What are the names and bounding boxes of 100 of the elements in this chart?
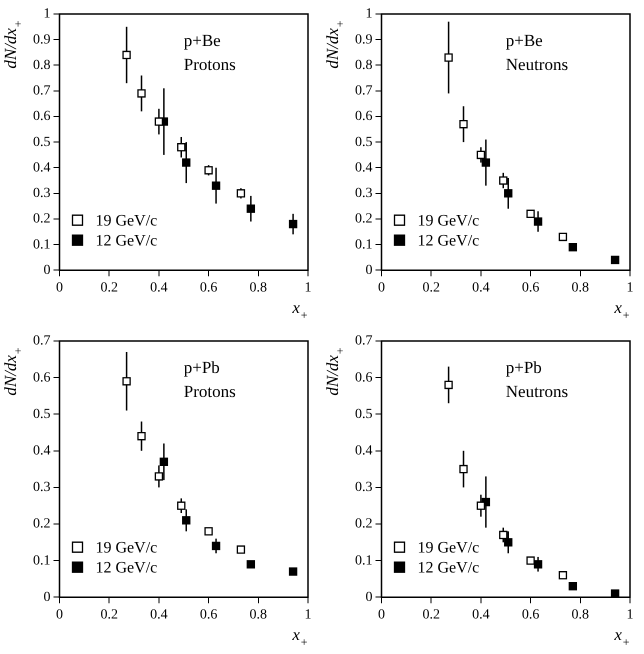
point — [499, 530, 508, 540]
y-tick-label: 0.8 — [33, 58, 50, 73]
y-axis-title: dN/dx+ — [1, 346, 25, 396]
y-tick-label: 0.3 — [33, 480, 50, 496]
annotation: Neutrons — [506, 55, 568, 74]
y-tick-label: 0 — [366, 262, 372, 278]
y-tick-label: 0.4 — [355, 160, 372, 176]
point — [444, 380, 453, 390]
y-axis-title: dN/dx+ — [323, 20, 347, 69]
annotation: p+Be — [506, 31, 543, 50]
y-tick-label: 0.6 — [355, 370, 372, 386]
point — [182, 158, 190, 167]
annotation: Protons — [184, 55, 236, 74]
point — [534, 560, 542, 568]
y-tick-label: 0.6 — [355, 109, 372, 124]
point — [476, 502, 486, 510]
x-tick-label: 0 — [378, 607, 385, 622]
x-axis-title: x+ — [613, 625, 630, 649]
legend-label: 12 GeV/c — [96, 559, 158, 576]
point — [122, 377, 131, 386]
legend-label: 12 GeV/c — [418, 232, 480, 250]
y-tick-label: 0.7 — [355, 84, 372, 99]
point — [526, 556, 535, 565]
point — [246, 204, 256, 213]
y-tick-label: 0.4 — [355, 443, 372, 458]
y-tick-label: 0.7 — [355, 334, 372, 349]
x-tick-label: 0 — [56, 280, 63, 296]
annotation: Protons — [184, 382, 236, 401]
y-tick-label: 0.1 — [355, 237, 372, 252]
annotation: p+Pb — [506, 358, 542, 377]
y-tick-label: 0.7 — [33, 334, 50, 349]
x-tick-label: 0.6 — [200, 607, 218, 622]
x-tick-label: 0.8 — [572, 607, 590, 622]
x-tick-label: 0.2 — [422, 607, 440, 622]
y-tick-label: 0 — [44, 262, 50, 278]
x-tick-label: 0.4 — [472, 280, 490, 296]
y-tick-label: 0.7 — [33, 84, 50, 99]
x-axis-title: x+ — [291, 625, 308, 649]
point — [482, 158, 490, 167]
y-tick-label: 1 — [366, 6, 372, 22]
point — [558, 232, 568, 242]
x-tick-label: 0.8 — [250, 280, 268, 296]
point — [177, 502, 186, 510]
legend-label: 19 GeV/c — [96, 212, 158, 230]
x-tick-label: 0 — [378, 280, 385, 296]
y-tick-label: 0.2 — [355, 516, 372, 532]
point — [504, 189, 512, 198]
point — [558, 571, 568, 580]
point — [610, 589, 620, 598]
legend-label: 19 GeV/c — [96, 539, 158, 556]
x-tick-label: 0.2 — [422, 280, 440, 296]
y-tick-label: 0.9 — [355, 32, 372, 48]
y-tick-label: 0.3 — [355, 186, 372, 202]
y-tick-label: 0.1 — [355, 553, 372, 568]
y-tick-label: 0.2 — [33, 212, 50, 227]
y-tick-label: 0.5 — [355, 134, 372, 150]
point — [246, 560, 256, 568]
x-tick-label: 0.2 — [100, 280, 118, 296]
x-tick-label: 0.2 — [100, 607, 118, 622]
point — [236, 189, 246, 198]
y-tick-label: 0 — [366, 590, 372, 605]
y-tick-label: 0 — [44, 590, 50, 605]
point — [459, 464, 468, 474]
y-tick-label: 0.4 — [33, 443, 50, 458]
y-axis-title: dN/dx+ — [323, 346, 347, 396]
legend-label: 12 GeV/c — [96, 232, 158, 250]
y-tick-label: 0.2 — [33, 516, 50, 532]
legend-label: 12 GeV/c — [418, 559, 480, 576]
annotation: p+Be — [184, 31, 221, 50]
legend-label: 19 GeV/c — [418, 539, 480, 556]
point — [568, 242, 578, 252]
y-tick-label: 0.5 — [355, 406, 372, 422]
x-tick-label: 1 — [304, 607, 312, 622]
x-axis-title: x+ — [291, 298, 308, 322]
x-tick-label: 0.4 — [150, 607, 168, 622]
point — [288, 220, 298, 228]
point — [182, 516, 190, 525]
point — [568, 582, 578, 590]
x-tick-label: 0.4 — [150, 280, 168, 296]
point — [212, 542, 220, 550]
y-tick-label: 0.3 — [33, 186, 50, 202]
point — [154, 472, 164, 481]
y-tick-label: 0.1 — [33, 237, 50, 252]
y-tick-label: 0.6 — [33, 370, 50, 386]
x-tick-label: 0.4 — [472, 607, 490, 622]
x-tick-label: 1 — [304, 280, 312, 296]
point — [204, 166, 213, 174]
point — [204, 527, 213, 536]
x-tick-label: 1 — [626, 607, 634, 622]
point — [160, 458, 168, 466]
point — [534, 217, 542, 226]
annotation: p+Pb — [184, 358, 220, 377]
y-tick-label: 0.9 — [33, 32, 50, 48]
point — [459, 120, 468, 128]
x-tick-label: 1 — [626, 280, 634, 296]
y-tick-label: 0.6 — [33, 109, 50, 124]
y-tick-label: 0.8 — [355, 58, 372, 73]
x-axis-title: x+ — [613, 298, 630, 322]
point — [137, 432, 146, 440]
x-tick-label: 0 — [56, 607, 63, 622]
